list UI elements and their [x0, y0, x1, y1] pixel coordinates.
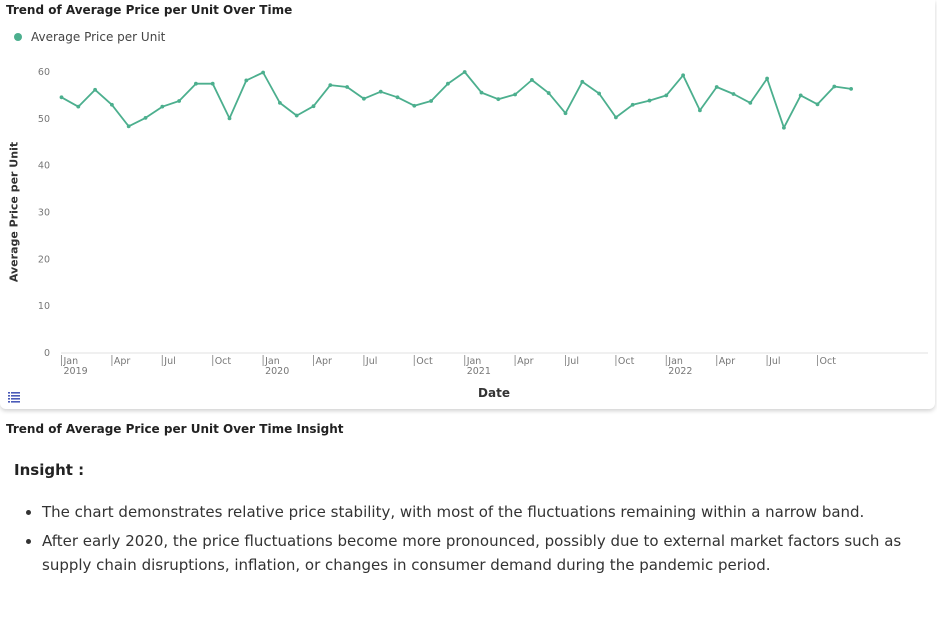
list-icon[interactable]: [8, 388, 20, 403]
chart-legend[interactable]: Average Price per Unit: [14, 30, 165, 44]
data-point: [664, 93, 669, 98]
data-point: [698, 108, 702, 113]
data-point: [496, 97, 501, 102]
y-tick-label: 0: [44, 348, 50, 359]
data-point: [597, 91, 601, 96]
data-point: [462, 70, 467, 74]
data-point: [345, 85, 349, 89]
data-point: [630, 102, 635, 107]
data-point: [765, 76, 769, 81]
y-tick-label: 10: [38, 301, 50, 312]
x-tick-label: Jul: [768, 356, 780, 367]
data-point: [429, 99, 433, 103]
data-point: [849, 86, 853, 91]
data-point: [731, 92, 736, 96]
x-tick-label: Apr: [517, 356, 534, 367]
data-point: [647, 98, 652, 103]
x-tick-year-label: 2021: [467, 366, 491, 377]
legend-label: Average Price per Unit: [31, 30, 166, 44]
data-point: [546, 91, 551, 95]
y-tick-label: 30: [38, 208, 50, 219]
data-point: [261, 70, 265, 75]
data-point: [378, 89, 383, 94]
data-point: [530, 78, 534, 82]
data-point: [126, 124, 131, 129]
y-tick-label: 40: [38, 161, 50, 172]
data-point: [513, 92, 517, 97]
x-tick-label: Apr: [316, 356, 333, 367]
x-tick-label: Oct: [416, 356, 433, 367]
data-point: [798, 93, 803, 98]
x-tick-year-label: 2020: [265, 366, 289, 377]
data-point: [479, 90, 484, 95]
data-point: [194, 81, 198, 86]
data-point: [110, 102, 114, 107]
data-point: [832, 84, 837, 89]
data-point: [143, 115, 148, 120]
data-point: [210, 81, 215, 86]
insight-bullet: The chart demonstrates relative price st…: [42, 500, 937, 524]
y-axis-label: Average Price per Unit: [7, 141, 21, 283]
x-tick-label: Apr: [114, 356, 131, 367]
x-tick-label: Jan: [466, 356, 482, 367]
y-tick-label: 20: [38, 254, 50, 265]
chart-title: Trend of Average Price per Unit Over Tim…: [6, 3, 293, 17]
y-tick-label: 50: [38, 114, 50, 125]
x-tick-label: Oct: [820, 356, 837, 367]
insight-label: Insight :: [14, 461, 85, 479]
x-tick-label: Apr: [719, 356, 736, 367]
data-point: [227, 116, 232, 121]
data-point: [244, 78, 249, 83]
x-tick-label: Jul: [365, 356, 377, 367]
x-tick-label: Oct: [215, 356, 232, 367]
x-tick-year-label: 2019: [64, 366, 88, 377]
data-point: [160, 104, 165, 109]
data-point: [412, 103, 417, 108]
data-point: [76, 104, 81, 109]
x-tick-label: Jul: [163, 356, 175, 367]
insight-list: The chart demonstrates relative price st…: [20, 500, 937, 582]
data-point: [714, 85, 719, 89]
data-point: [311, 104, 316, 109]
data-point: [580, 79, 585, 84]
data-point: [681, 73, 685, 78]
insight-heading: Trend of Average Price per Unit Over Tim…: [6, 422, 344, 436]
insight-bullet: After early 2020, the price fluctuations…: [42, 529, 937, 577]
x-tick-label: Jan: [667, 356, 683, 367]
data-point: [177, 99, 182, 103]
data-point: [328, 83, 333, 88]
data-point: [93, 87, 97, 92]
x-tick-label: Jan: [264, 356, 280, 367]
legend-dot-icon: [14, 33, 22, 41]
data-point: [748, 101, 753, 105]
data-point: [446, 81, 450, 86]
data-point: [395, 95, 400, 100]
x-tick-label: Jan: [63, 356, 79, 367]
y-tick-label: 60: [38, 67, 50, 78]
chart-card: Trend of Average Price per Unit Over Tim…: [6, 3, 928, 403]
data-point: [614, 115, 618, 120]
series-line: [61, 71, 852, 129]
x-axis-label: Date: [478, 386, 510, 400]
data-point: [782, 125, 786, 130]
x-tick-label: Jul: [567, 356, 579, 367]
data-point: [563, 111, 568, 116]
x-tick-label: Oct: [618, 356, 635, 367]
data-point: [362, 96, 366, 101]
data-point: [278, 101, 282, 105]
x-tick-year-label: 2022: [668, 366, 692, 377]
data-point: [59, 95, 64, 100]
data-point: [294, 113, 299, 118]
data-point: [815, 102, 820, 107]
